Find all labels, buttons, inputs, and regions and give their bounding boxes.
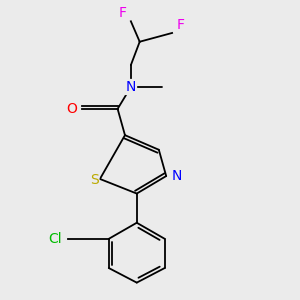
Text: F: F [176, 17, 184, 32]
Text: Cl: Cl [49, 232, 62, 246]
Text: N: N [172, 169, 182, 183]
Text: F: F [118, 6, 126, 20]
Text: S: S [90, 173, 98, 188]
Text: O: O [66, 102, 77, 116]
Text: N: N [126, 80, 136, 94]
